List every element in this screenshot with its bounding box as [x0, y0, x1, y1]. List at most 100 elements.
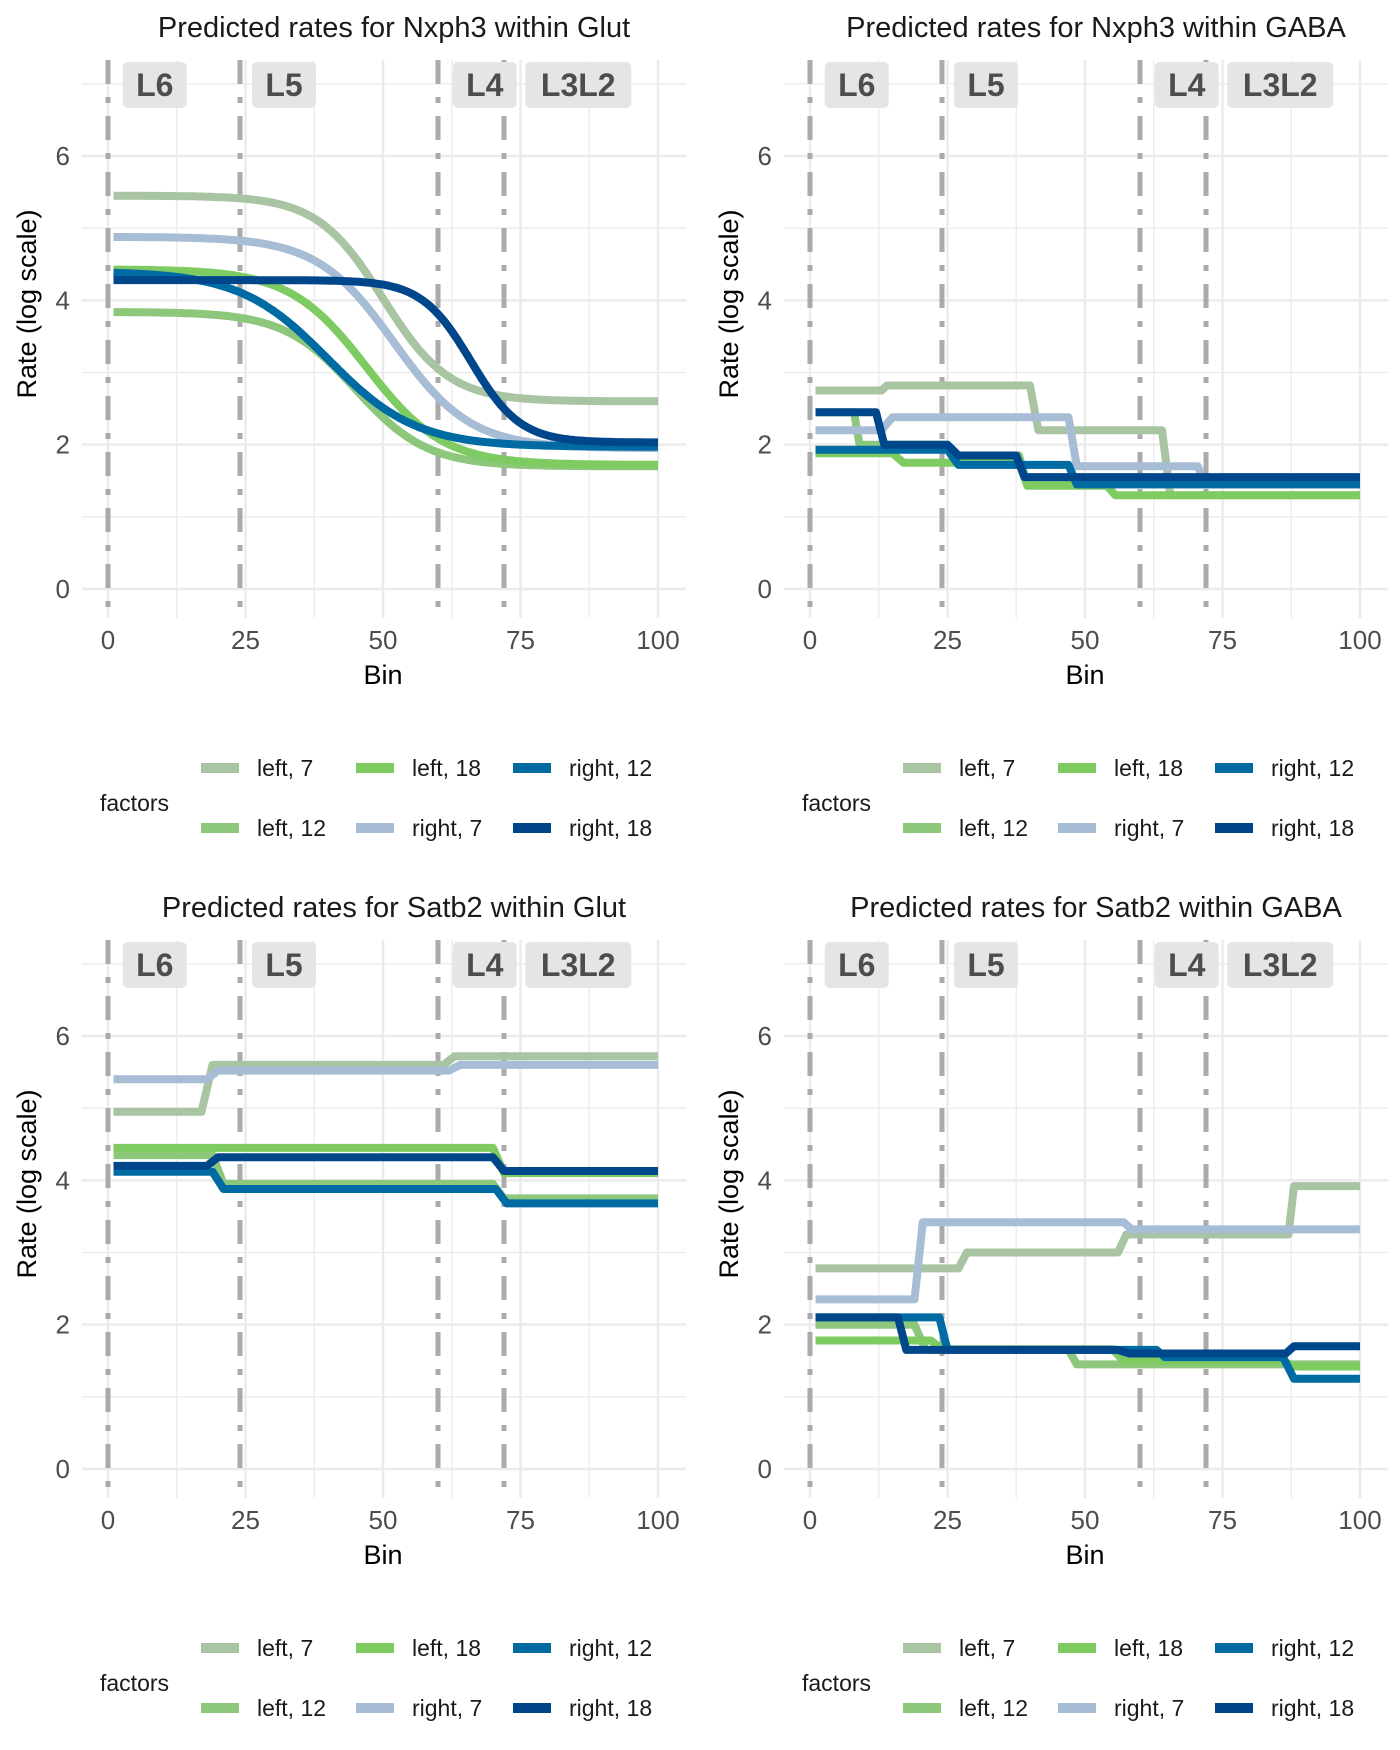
- legend-swatch: [1058, 823, 1096, 833]
- series-line-right-18: [815, 1313, 1360, 1358]
- layer-label-box: [1227, 942, 1334, 988]
- legend-item: right, 7: [1058, 815, 1184, 841]
- x-tick-label: 75: [1208, 625, 1237, 655]
- y-tick-label: 0: [758, 574, 772, 604]
- layer-label: L3L2: [1243, 947, 1318, 983]
- legend-swatch: [1215, 763, 1253, 773]
- y-tick-label: 2: [758, 1310, 772, 1340]
- layer-label-box: [252, 62, 316, 108]
- legend-label: left, 18: [1114, 1635, 1183, 1661]
- series-lines: [112, 191, 660, 471]
- legend-item: left, 12: [903, 815, 1028, 841]
- legend-label: right, 18: [569, 815, 652, 841]
- series-lines: [113, 1052, 658, 1208]
- legend-swatch: [201, 1703, 239, 1713]
- series-line-left-12: [113, 1151, 658, 1203]
- legend-label: left, 12: [959, 1695, 1028, 1721]
- series-line-left-7: [112, 191, 660, 406]
- y-tick-label: 0: [758, 1454, 772, 1484]
- legend-label: left, 12: [959, 815, 1028, 841]
- legend-label: right, 7: [1114, 1695, 1184, 1721]
- legend-item: right, 12: [513, 755, 652, 781]
- layer-label: L3L2: [541, 67, 616, 103]
- y-tick-label: 0: [56, 1454, 70, 1484]
- y-tick-label: 6: [758, 141, 772, 171]
- legend-swatch: [1215, 823, 1253, 833]
- legend-label: right, 18: [1271, 815, 1354, 841]
- x-axis-label: Bin: [1065, 660, 1104, 690]
- legend-swatch: [903, 1643, 941, 1653]
- gridlines: [82, 940, 686, 1498]
- layer-label-box: [1154, 62, 1219, 108]
- legend-swatch: [201, 1643, 239, 1653]
- legend-label: left, 7: [257, 1635, 313, 1661]
- legend-swatch: [513, 1643, 551, 1653]
- legend-label: right, 12: [569, 755, 652, 781]
- legend-title: factors: [802, 1670, 871, 1696]
- legend: factors left, 7 left, 18 right, 12 left, 12 r…: [100, 1635, 652, 1721]
- legend-label: left, 7: [959, 755, 1015, 781]
- layer-label: L5: [265, 67, 302, 103]
- y-tick-label: 0: [56, 574, 70, 604]
- layer-label: L4: [1168, 947, 1206, 983]
- layer-label-box: [1154, 942, 1219, 988]
- x-tick-label: 100: [1338, 1505, 1381, 1535]
- x-tick-label: 0: [803, 625, 817, 655]
- legend-label: left, 18: [412, 755, 481, 781]
- x-tick-label: 50: [369, 1505, 398, 1535]
- legend-item: left, 18: [356, 1635, 481, 1661]
- x-tick-label: 50: [1071, 1505, 1100, 1535]
- legend-swatch: [356, 1703, 394, 1713]
- layer-label-box: [525, 62, 632, 108]
- legend-swatch: [1215, 1643, 1253, 1653]
- series-line-left-7: [815, 1182, 1360, 1273]
- legend-item: left, 18: [1058, 1635, 1183, 1661]
- layer-label-box: [824, 62, 889, 108]
- legend-label: left, 18: [1114, 755, 1183, 781]
- layer-label-box: [452, 942, 517, 988]
- x-tick-label: 75: [1208, 1505, 1237, 1535]
- y-tick-label: 6: [758, 1021, 772, 1051]
- x-tick-label: 25: [933, 1505, 962, 1535]
- layer-label-box: [525, 942, 632, 988]
- legend: factors left, 7 left, 18 right, 12 left, 12 r…: [802, 1635, 1354, 1721]
- y-tick-label: 6: [56, 141, 70, 171]
- legend-swatch: [513, 823, 551, 833]
- layer-label: L3L2: [541, 947, 616, 983]
- legend-swatch: [1058, 1643, 1096, 1653]
- x-tick-label: 100: [636, 1505, 679, 1535]
- layer-label-box: [824, 942, 889, 988]
- x-axis-label: Bin: [1065, 1540, 1104, 1570]
- layer-label: L5: [967, 67, 1004, 103]
- x-axis-label: Bin: [363, 1540, 402, 1570]
- x-tick-label: 0: [101, 625, 115, 655]
- layer-label-box: [252, 942, 316, 988]
- legend-swatch: [903, 763, 941, 773]
- legend-label: left, 12: [257, 1695, 326, 1721]
- y-tick-label: 6: [56, 1021, 70, 1051]
- legend-label: left, 12: [257, 815, 326, 841]
- y-axis-label: Rate (log scale): [12, 209, 42, 398]
- legend-swatch: [1215, 1703, 1253, 1713]
- layer-label: L6: [838, 947, 875, 983]
- series-lines: [815, 381, 1360, 500]
- y-axis-label: Rate (log scale): [12, 1089, 42, 1278]
- gridlines: [82, 60, 686, 618]
- layer-label-box: [954, 942, 1018, 988]
- y-axis-label: Rate (log scale): [714, 1089, 744, 1278]
- legend-label: right, 12: [1271, 1635, 1354, 1661]
- legend-swatch: [356, 823, 394, 833]
- legend: factors left, 7 left, 18 right, 12 left, 12 r…: [100, 755, 652, 841]
- legend-label: left, 7: [959, 1635, 1015, 1661]
- x-tick-label: 25: [231, 1505, 260, 1535]
- legend-title: factors: [802, 790, 871, 816]
- legend-item: left, 7: [903, 1635, 1015, 1661]
- legend-title: factors: [100, 790, 169, 816]
- layer-label: L5: [265, 947, 302, 983]
- legend-item: right, 12: [1215, 1635, 1354, 1661]
- series-line-right-7: [815, 1218, 1360, 1304]
- series-line-right-18: [113, 1153, 658, 1175]
